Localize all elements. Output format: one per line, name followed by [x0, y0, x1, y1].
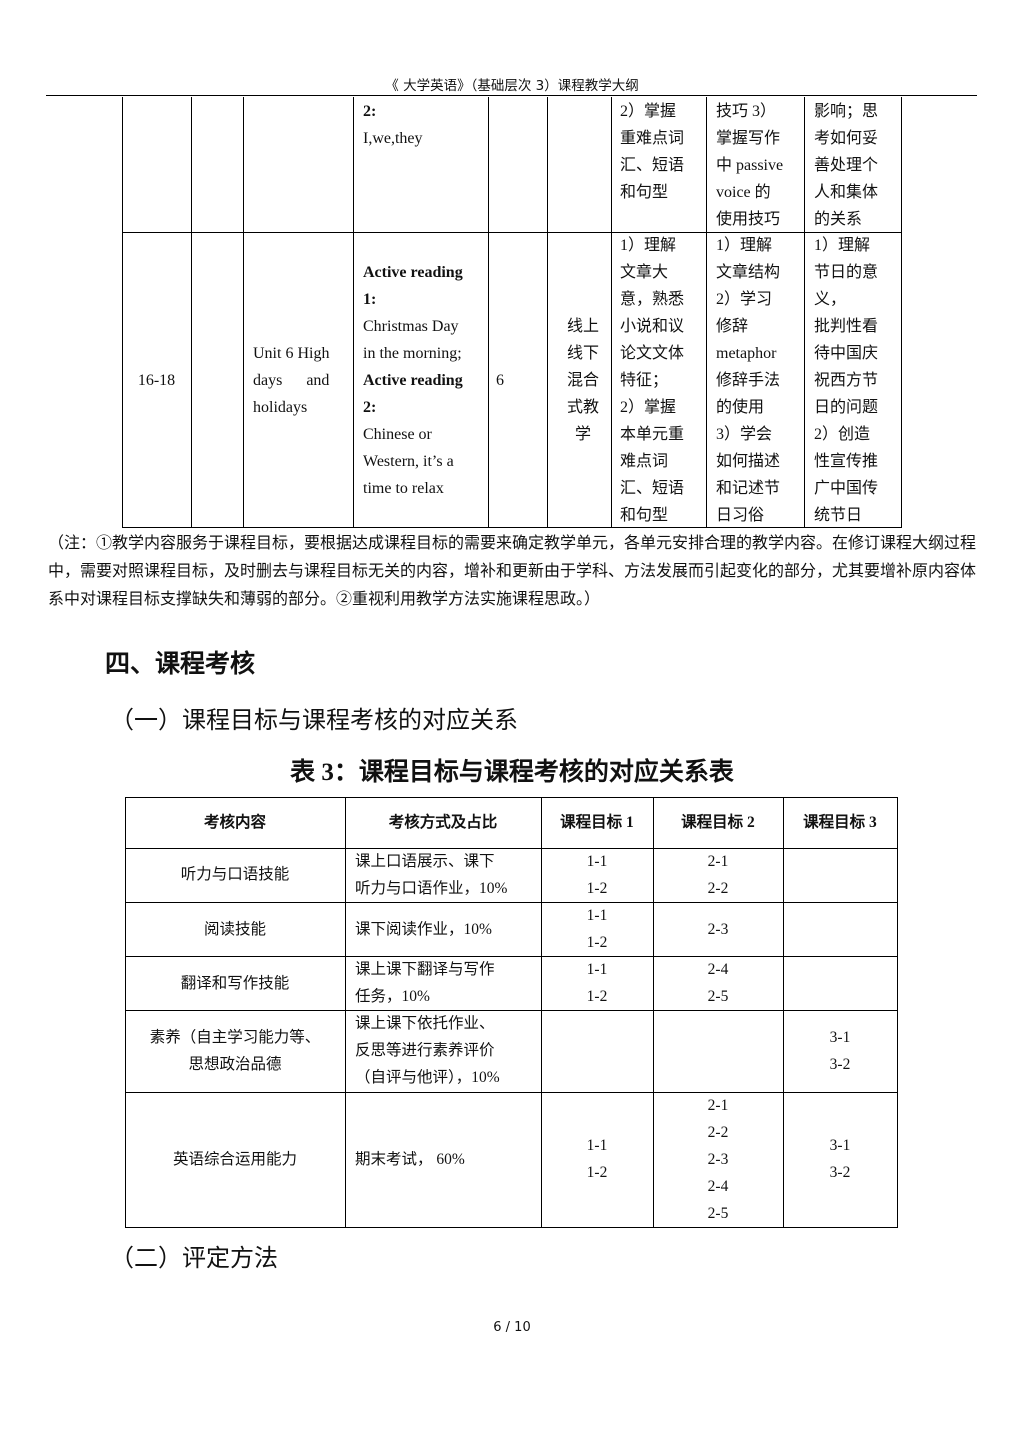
row-divider [125, 1010, 898, 1011]
row-divider [122, 527, 902, 528]
goal-b-cell: 1）理解 文章结构 2）学习 修辞 metaphor 修辞手法 的使用 3）学会… [716, 237, 781, 524]
table-cell: 课上口语展示、课下 听力与口语作业，10% [355, 853, 508, 897]
header-cell: 课程目标 1 [560, 814, 634, 831]
table-cell: 课下阅读作业，10% [355, 921, 492, 938]
col-divider [125, 797, 126, 1228]
col-divider [804, 97, 805, 528]
col-divider [345, 797, 346, 1228]
hours-cell: 6 [496, 372, 504, 389]
table-cell: 2-1 2-2 2-3 2-4 2-5 [707, 1097, 729, 1222]
row-divider [122, 232, 902, 233]
table-cell: 课上课下依托作业、 反思等进行素养评价 （自评与他评），10% [355, 1015, 500, 1086]
col-divider [122, 97, 123, 528]
col-divider [547, 97, 548, 528]
row-divider [125, 902, 898, 903]
col-divider [353, 97, 354, 528]
subsection-heading: （二）评定方法 [110, 1246, 278, 1272]
content-cell-bold: Active reading 2: [363, 372, 463, 416]
subsection-heading: （一）课程目标与课程考核的对应关系 [110, 708, 518, 734]
col-divider [541, 797, 542, 1228]
table-cell: 1-1 1-2 [586, 961, 608, 1005]
goal-a-cell: 1）理解 文章大 意，熟悉 小说和议 论文文体 特征； 2）掌握 本单元重 难点… [620, 237, 685, 524]
col-divider [191, 97, 192, 528]
table-cell: 2-4 2-5 [707, 961, 729, 1005]
table-cell: 2-1 2-2 [707, 853, 729, 897]
table-cell: 3-1 3-2 [829, 1029, 851, 1073]
header-cell: 课程目标 3 [803, 814, 877, 831]
goal-c-cell: 1）理解 节日的意 义， 批判性看 待中国庆 祝西方节 日的问题 2）创造 性宣… [814, 237, 879, 524]
col-divider [706, 97, 707, 528]
header-cell: 考核方式及占比 [388, 814, 498, 831]
table-cell: 3-1 3-2 [829, 1137, 851, 1181]
table-caption: 表 3：课程目标与课程考核的对应关系表 [290, 759, 734, 786]
header-rule [46, 95, 977, 96]
content-cell-bold: 2: [363, 103, 377, 120]
col-divider [897, 797, 898, 1228]
row-divider [125, 956, 898, 957]
header-cell: 课程目标 2 [681, 814, 755, 831]
section-heading: 四、课程考核 [105, 649, 256, 678]
col-divider [611, 97, 612, 528]
row-divider [125, 1092, 898, 1093]
table-cell: 英语综合运用能力 [172, 1151, 297, 1168]
table-cell: 2-3 [707, 921, 729, 938]
method-cell: 线上 线下 混合 式教 学 [566, 318, 599, 443]
content-cell-bold: Active reading 1: [363, 264, 463, 308]
header-cell: 考核内容 [203, 814, 266, 831]
page-number: 6 / 10 [493, 1320, 531, 1335]
running-header: 《 大学英语》（基础层次 3）课程教学大纲 [385, 78, 639, 94]
col-divider [488, 97, 489, 528]
table-cell: 素养（自主学习能力等、 思想政治品德 [149, 1029, 321, 1073]
table-cell: 课上课下翻译与写作 任务，10% [355, 961, 495, 1005]
col-divider [783, 797, 784, 1228]
table-cell: 阅读技能 [203, 921, 266, 938]
row-divider [125, 797, 898, 798]
content-cell: Chinese or Western, it’s a time to relax [363, 426, 454, 497]
col-divider [243, 97, 244, 528]
content-cell: I,we,they [363, 130, 423, 147]
col-divider [901, 97, 902, 528]
goal-c-cell: 影响；思 考如何妥 善处理个 人和集体 的关系 [814, 103, 879, 228]
table-cell: 1-1 1-2 [586, 1137, 608, 1181]
table-note: （注：①教学内容服务于课程目标，要根据达成课程目标的需要来确定教学单元，各单元安… [48, 535, 977, 608]
row-divider [125, 1227, 898, 1228]
table-cell: 期末考试， 60% [355, 1151, 465, 1168]
table-cell: 翻译和写作技能 [180, 975, 290, 992]
goal-a-cell: 2）掌握 重难点词 汇、短语 和句型 [620, 103, 685, 201]
unit-cell: Unit 6 High days and holidays [253, 345, 330, 416]
row-divider [125, 848, 898, 849]
content-cell: Christmas Day in the morning; [363, 318, 462, 362]
col-divider [653, 797, 654, 1228]
table-cell: 1-1 1-2 [586, 853, 608, 897]
week-cell: 16-18 [137, 372, 176, 389]
table-cell: 1-1 1-2 [586, 907, 608, 951]
goal-b-cell: 技巧 3） 掌握写作 中 passive voice 的 使用技巧 [716, 103, 784, 228]
table-cell: 听力与口语技能 [180, 866, 290, 883]
